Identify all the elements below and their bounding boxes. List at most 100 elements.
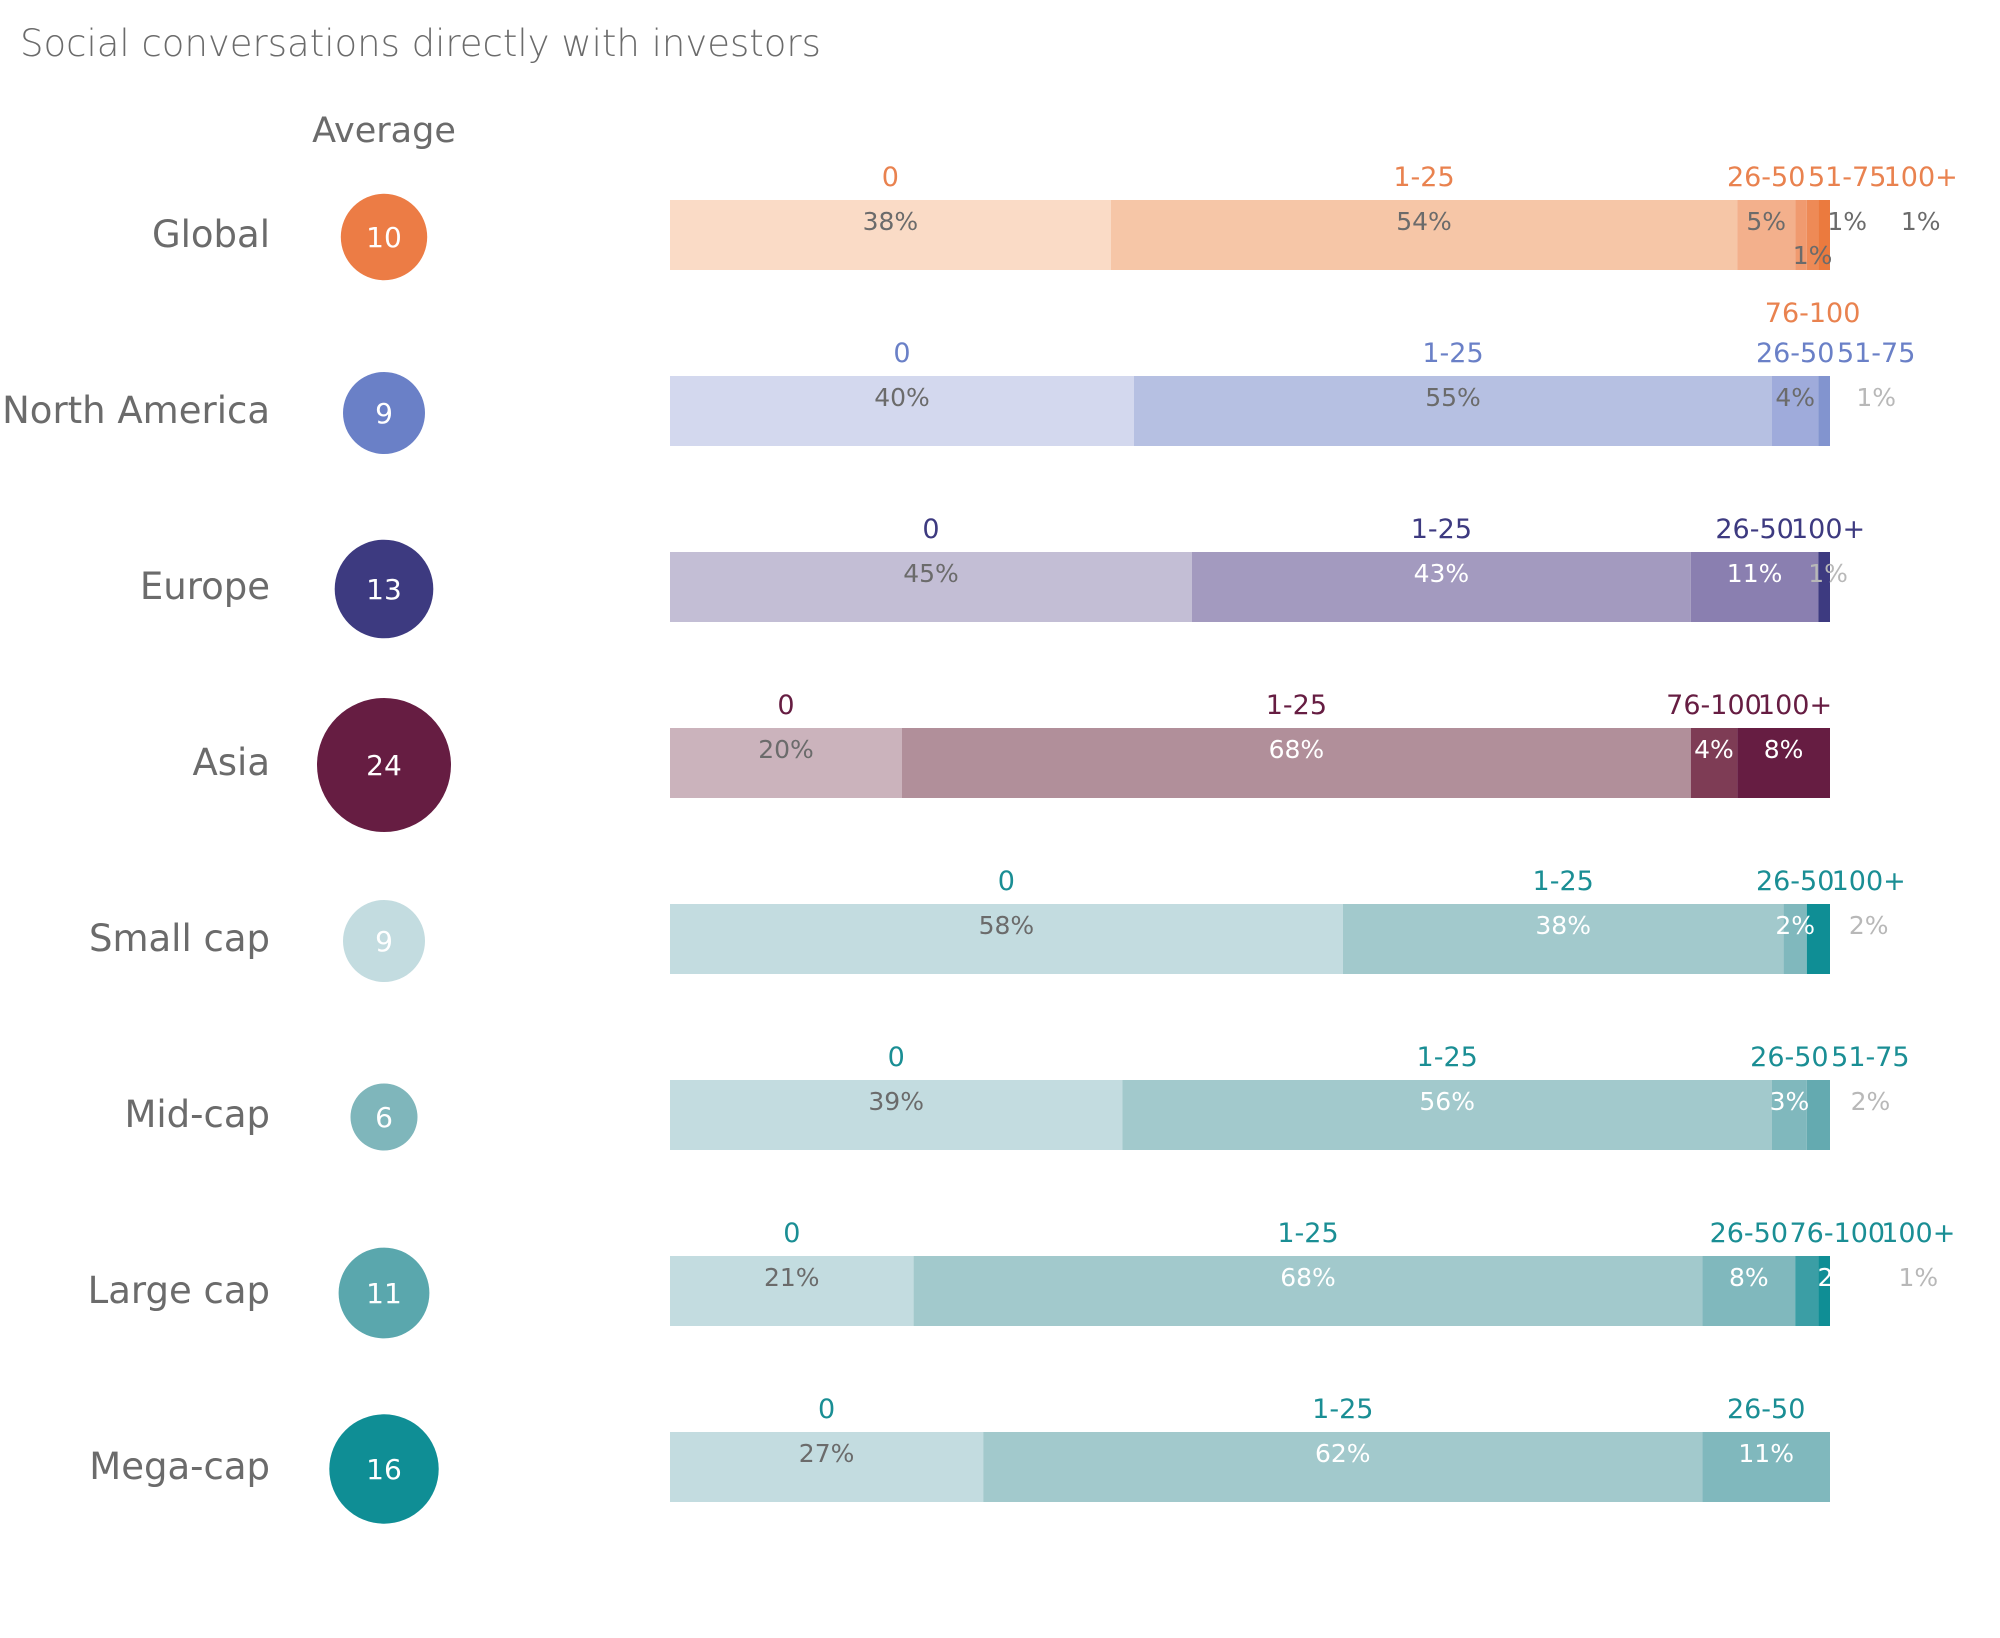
category-label: 76-100 (1765, 298, 1861, 329)
category-label: 100+ (1832, 866, 1906, 897)
percent-label: 45% (903, 559, 959, 588)
bar-segment (983, 1432, 1703, 1502)
category-label: 0 (922, 514, 939, 545)
bar-segment (913, 1256, 1703, 1326)
average-value: 24 (366, 749, 402, 782)
bar-segment (1702, 1256, 1796, 1326)
bar-segment (1134, 376, 1772, 446)
row-label: Asia (192, 741, 270, 784)
percent-label: 40% (874, 383, 930, 412)
average-value: 9 (375, 925, 393, 958)
bar-segment (1690, 552, 1819, 622)
bar-segment (1818, 200, 1830, 270)
percent-label: 55% (1425, 383, 1481, 412)
percent-label: 11% (1727, 559, 1783, 588)
percent-label: 5% (1746, 207, 1786, 236)
category-label: 0 (818, 1394, 835, 1425)
category-label: 1-25 (1277, 1218, 1338, 1249)
bar-segment (670, 1432, 984, 1502)
row-label: Mega-cap (89, 1445, 270, 1488)
average-value: 9 (375, 397, 393, 430)
percent-label: 2% (1775, 911, 1815, 940)
row-label: Europe (140, 565, 270, 608)
average-bubble (338, 1247, 430, 1339)
bar-segment (1806, 904, 1830, 974)
category-label: 1-25 (1411, 514, 1472, 545)
bar-segment (670, 552, 1192, 622)
percent-label: 58% (979, 911, 1035, 940)
category-label: 0 (893, 338, 910, 369)
bar-segment (1806, 200, 1819, 270)
row-label: North America (2, 389, 270, 432)
category-label: 76-100 (1789, 1218, 1885, 1249)
category-label: 0 (998, 866, 1015, 897)
category-label: 26-50 (1727, 162, 1805, 193)
percent-label: 2% (1851, 1087, 1891, 1116)
bar-segment (1110, 200, 1738, 270)
row-label: Mid-cap (124, 1093, 270, 1136)
bar-segment (670, 728, 902, 798)
average-header: Average (312, 111, 456, 151)
bar-segment (670, 904, 1343, 974)
percent-label: 43% (1414, 559, 1470, 588)
category-label: 1-25 (1312, 1394, 1373, 1425)
percent-label: 8% (1729, 1263, 1769, 1292)
chart-title: Social conversations directly with inves… (20, 22, 821, 65)
category-label: 1-25 (1393, 162, 1454, 193)
category-label: 0 (777, 690, 794, 721)
bar-segment (1737, 200, 1796, 270)
category-label: 1-25 (1422, 338, 1483, 369)
bar-segment (1795, 1256, 1819, 1326)
bar-segment (670, 200, 1111, 270)
bar-segment (1783, 904, 1807, 974)
average-bubble (343, 372, 425, 454)
percent-label: 56% (1419, 1087, 1475, 1116)
category-label: 0 (882, 162, 899, 193)
row-label: Large cap (88, 1269, 270, 1312)
bar-segment (1818, 376, 1830, 446)
bar-segment (1818, 1256, 1830, 1326)
percent-label: 54% (1396, 207, 1452, 236)
percent-label: 4% (1694, 735, 1734, 764)
bar-segment (670, 1256, 914, 1326)
row-label: Global (152, 213, 270, 256)
average-bubble (343, 900, 425, 982)
percent-label: 1% (1856, 383, 1896, 412)
percent-label: 68% (1269, 735, 1325, 764)
average-value: 11 (366, 1277, 402, 1310)
row-label: Small cap (89, 917, 270, 960)
category-label: 26-50 (1710, 1218, 1788, 1249)
bar-segment (670, 1080, 1123, 1150)
bar-segment (1772, 376, 1819, 446)
average-value: 13 (366, 573, 402, 606)
percent-label: 62% (1315, 1439, 1371, 1468)
category-label: 26-50 (1756, 866, 1834, 897)
bar-segment (1122, 1080, 1772, 1150)
percent-label: 27% (799, 1439, 855, 1468)
average-value: 10 (366, 221, 402, 254)
bar-segment (1737, 728, 1830, 798)
average-value: 6 (375, 1101, 393, 1134)
average-bubble (317, 698, 451, 832)
bar-segment (1806, 1080, 1830, 1150)
category-label: 100+ (1791, 514, 1865, 545)
category-label: 1-25 (1533, 866, 1594, 897)
percent-label: 2% (1817, 1263, 1857, 1292)
percent-label: 8% (1764, 735, 1804, 764)
average-bubble (350, 1083, 418, 1151)
average-bubble (329, 1414, 439, 1524)
percent-label: 4% (1775, 383, 1815, 412)
average-bubble (334, 539, 434, 639)
category-label: 51-75 (1831, 1042, 1909, 1073)
category-label: 100+ (1758, 690, 1832, 721)
category-label: 100+ (1881, 1218, 1955, 1249)
percent-label: 1% (1898, 1263, 1938, 1292)
percent-label: 21% (764, 1263, 820, 1292)
category-label: 26-50 (1756, 338, 1834, 369)
category-label: 0 (783, 1218, 800, 1249)
bar-segment (1702, 1432, 1830, 1502)
percent-label: 1% (1793, 241, 1833, 270)
percent-label: 38% (863, 207, 919, 236)
category-label: 26-50 (1715, 514, 1793, 545)
